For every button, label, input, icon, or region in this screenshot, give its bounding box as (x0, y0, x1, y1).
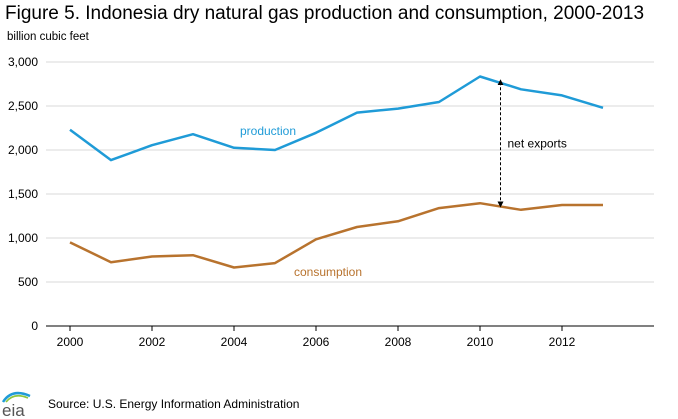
series-line-consumption (69, 201, 603, 269)
x-tick-label-2004: 2004 (221, 335, 248, 349)
y-tick-label-3000: 3,000 (8, 55, 38, 69)
gridlines (46, 61, 654, 283)
annotations: net exports (497, 79, 567, 208)
x-tick-label-2000: 2000 (57, 335, 84, 349)
eia-logo: eia (1, 391, 31, 419)
y-tick-label-1500: 1,500 (8, 187, 38, 201)
source-note: Source: U.S. Energy Information Administ… (48, 397, 300, 411)
y-tick-label-1000: 1,000 (8, 231, 38, 245)
x-tick-label-2012: 2012 (549, 335, 576, 349)
x-axis-tick-labels: 2000 2002 2004 2006 2008 2010 2012 (57, 335, 576, 349)
series-label-production: production (240, 124, 296, 138)
x-tick-label-2008: 2008 (385, 335, 412, 349)
y-tick-label-0: 0 (31, 319, 38, 333)
y-axis-tick-labels: 0 500 1,000 1,500 2,000 2,500 3,000 (8, 55, 38, 333)
y-tick-label-2000: 2,000 (8, 143, 38, 157)
x-tick-label-2002: 2002 (139, 335, 166, 349)
y-tick-label-500: 500 (18, 275, 38, 289)
x-tick-label-2010: 2010 (467, 335, 494, 349)
annotation-label-net-exports: net exports (508, 136, 567, 150)
series-lines: production consumption (69, 75, 604, 279)
series-label-consumption: consumption (294, 265, 362, 279)
y-tick-label-2500: 2,500 (8, 99, 38, 113)
series-line-production (69, 75, 604, 162)
x-tick-label-2006: 2006 (303, 335, 330, 349)
x-axis (46, 325, 654, 331)
svg-text:eia: eia (2, 401, 25, 419)
chart-title: Figure 5. Indonesia dry natural gas prod… (5, 3, 645, 24)
y-axis-unit-label: billion cubic feet (7, 31, 89, 43)
